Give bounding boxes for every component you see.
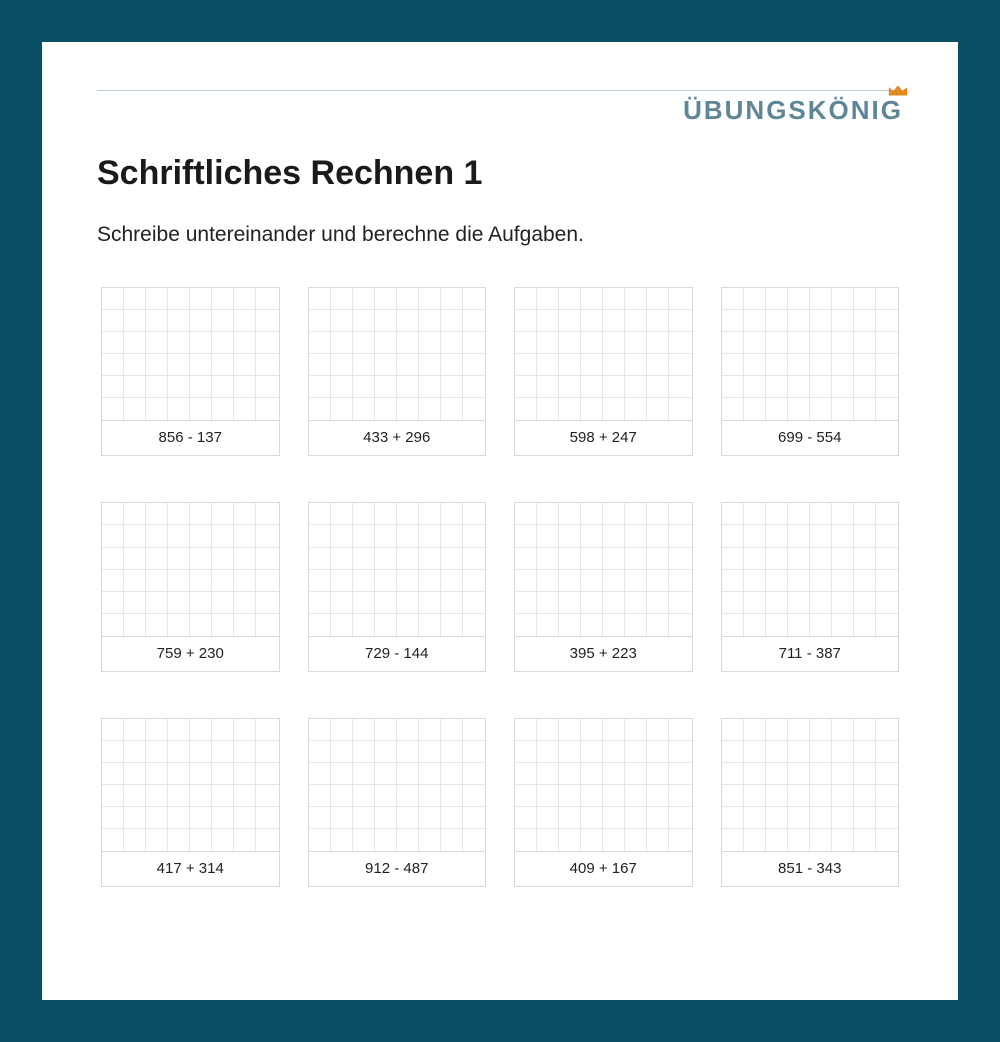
calc-grid [102, 503, 279, 635]
problem-label: 395 + 223 [515, 636, 692, 671]
calc-grid [309, 503, 486, 635]
problem-box: 395 + 223 [514, 502, 693, 671]
brand-text: ÜBUNGSKÖNIG [683, 95, 903, 125]
calc-grid [102, 719, 279, 851]
problem-label: 699 - 554 [722, 420, 899, 455]
calc-grid [515, 503, 692, 635]
problem-box: 759 + 230 [101, 502, 280, 671]
problem-box: 699 - 554 [721, 287, 900, 456]
problem-label: 409 + 167 [515, 851, 692, 886]
calc-grid [722, 719, 899, 851]
instruction-text: Schreibe untereinander und berechne die … [97, 223, 903, 247]
calc-grid [309, 719, 486, 851]
problem-box: 912 - 487 [308, 718, 487, 887]
crown-icon [887, 83, 909, 97]
calc-grid [722, 503, 899, 635]
problem-label: 433 + 296 [309, 420, 486, 455]
brand-row: ÜBUNGSKÖNIG [97, 95, 903, 126]
header-rule [97, 90, 903, 91]
problem-label: 598 + 247 [515, 420, 692, 455]
problem-label: 856 - 137 [102, 420, 279, 455]
calc-grid [515, 288, 692, 420]
problem-grid: 856 - 137 433 + 296 598 + 247 699 - 554 759 … [97, 287, 903, 887]
problem-box: 711 - 387 [721, 502, 900, 671]
problem-label: 729 - 144 [309, 636, 486, 671]
problem-box: 598 + 247 [514, 287, 693, 456]
worksheet-page: ÜBUNGSKÖNIG Schriftliches Rechnen 1 Schr… [42, 42, 958, 1000]
problem-label: 711 - 387 [722, 636, 899, 671]
problem-label: 417 + 314 [102, 851, 279, 886]
brand-logo: ÜBUNGSKÖNIG [683, 95, 903, 126]
problem-box: 417 + 314 [101, 718, 280, 887]
problem-label: 759 + 230 [102, 636, 279, 671]
problem-box: 409 + 167 [514, 718, 693, 887]
problem-box: 851 - 343 [721, 718, 900, 887]
calc-grid [515, 719, 692, 851]
problem-box: 433 + 296 [308, 287, 487, 456]
problem-label: 912 - 487 [309, 851, 486, 886]
calc-grid [102, 288, 279, 420]
calc-grid [309, 288, 486, 420]
page-title: Schriftliches Rechnen 1 [97, 154, 903, 193]
calc-grid [722, 288, 899, 420]
problem-label: 851 - 343 [722, 851, 899, 886]
problem-box: 856 - 137 [101, 287, 280, 456]
problem-box: 729 - 144 [308, 502, 487, 671]
